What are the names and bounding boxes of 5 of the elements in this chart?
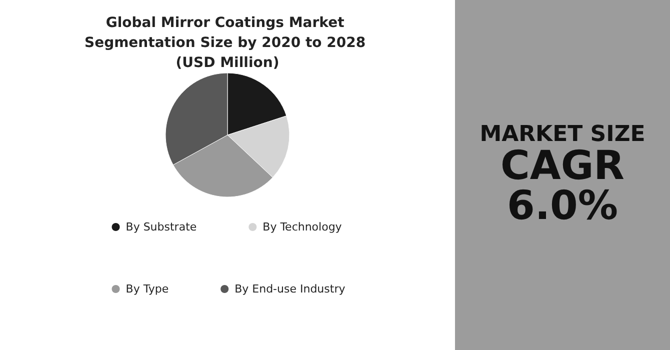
legend-label: By Technology (262, 220, 342, 234)
chart-title: Global Mirror Coatings Market Segmentation Size by 2020 to 2028 (USD Million) (84, 15, 371, 71)
legend-label: By End-use Industry (234, 282, 346, 296)
legend-label: By Type (126, 282, 169, 296)
legend-label: By Substrate (126, 220, 197, 234)
